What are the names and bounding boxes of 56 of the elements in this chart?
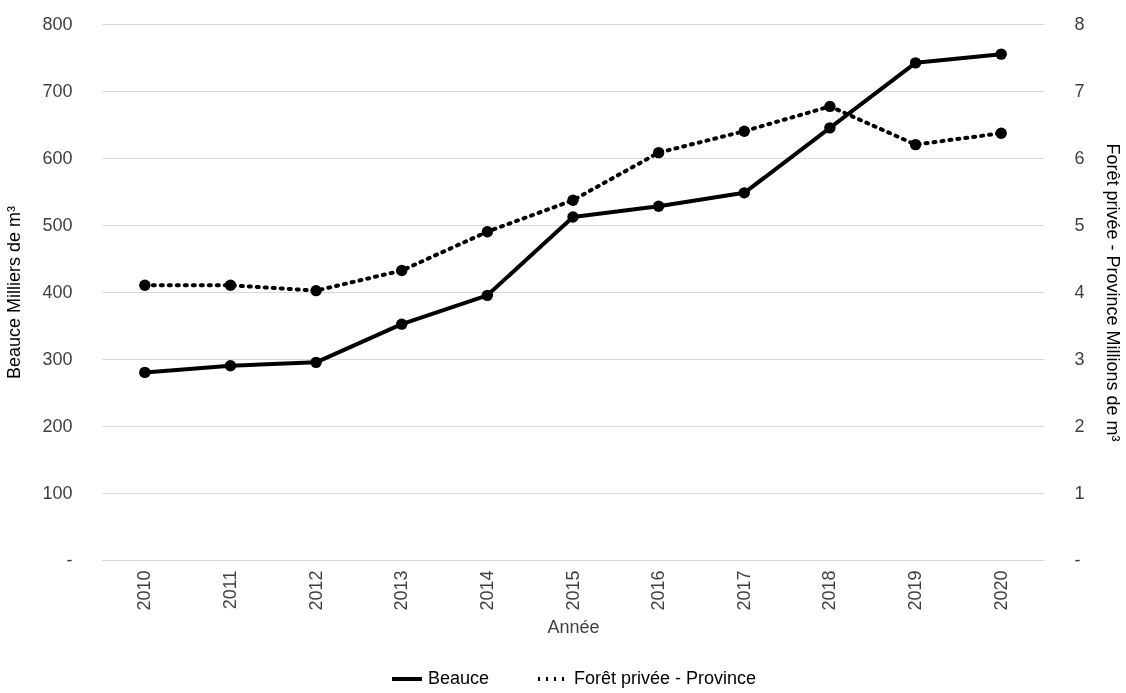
x-tick-label: 2012 bbox=[305, 570, 326, 611]
x-tick-label: 2018 bbox=[819, 570, 840, 611]
point bbox=[310, 356, 322, 369]
y-tick-label: 500 bbox=[42, 214, 73, 235]
y2-tick-label: 1 bbox=[1074, 482, 1085, 503]
point bbox=[652, 200, 665, 212]
y-tick-label: 200 bbox=[42, 415, 73, 436]
x-axis-title: Année bbox=[547, 616, 600, 637]
x-tick-label: 2019 bbox=[905, 570, 926, 611]
y2-tick-label: 2 bbox=[1074, 415, 1085, 436]
y2-tick-label: 8 bbox=[1074, 13, 1085, 34]
point bbox=[567, 194, 579, 206]
y2-tick-label: 3 bbox=[1074, 348, 1085, 369]
legend-label: Beauce bbox=[428, 668, 490, 688]
x-tick-label: 2016 bbox=[648, 570, 669, 611]
x-tick-label: 2013 bbox=[391, 570, 412, 611]
point bbox=[652, 146, 665, 159]
point bbox=[824, 100, 836, 113]
y-axis-title: Beauce Milliers de m³ bbox=[4, 205, 25, 380]
y2-tick-label: 5 bbox=[1074, 214, 1085, 235]
x-tick-label: 2015 bbox=[562, 570, 583, 611]
point bbox=[909, 57, 922, 69]
point bbox=[567, 211, 579, 223]
y-tick-label: 600 bbox=[42, 147, 73, 168]
y2-tick-label: 6 bbox=[1074, 147, 1085, 168]
y2-tick-label: 7 bbox=[1074, 80, 1085, 101]
legend-label: Forêt privée - Province bbox=[574, 668, 757, 688]
point bbox=[995, 127, 1007, 139]
y-tick-label: 800 bbox=[42, 13, 73, 34]
y2-axis-title: Forêt privée - Province Millions de m³ bbox=[1102, 143, 1123, 442]
y-tick-label: 100 bbox=[42, 482, 73, 503]
x-tick-label: 2014 bbox=[476, 570, 497, 611]
point bbox=[824, 122, 836, 134]
point bbox=[909, 138, 922, 151]
y-tick-label: - bbox=[66, 549, 73, 570]
point bbox=[481, 226, 494, 238]
x-tick-label: 2020 bbox=[990, 570, 1011, 611]
point bbox=[139, 366, 151, 379]
point bbox=[224, 360, 237, 372]
point bbox=[738, 187, 750, 199]
x-tick-label: 2017 bbox=[733, 570, 754, 611]
y-tick-label: 700 bbox=[42, 80, 73, 101]
point bbox=[396, 318, 408, 330]
point bbox=[738, 125, 750, 137]
point bbox=[310, 284, 322, 297]
point bbox=[139, 279, 151, 291]
point bbox=[481, 289, 494, 302]
point bbox=[995, 48, 1007, 60]
x-tick-label: 2011 bbox=[219, 570, 240, 610]
x-tick-label: 2010 bbox=[134, 570, 155, 611]
y2-tick-label: 4 bbox=[1074, 281, 1085, 302]
y-tick-label: 300 bbox=[42, 348, 73, 369]
point bbox=[224, 279, 237, 291]
point bbox=[396, 264, 408, 277]
y-tick-label: 400 bbox=[42, 281, 73, 302]
y2-tick-label: - bbox=[1074, 549, 1081, 570]
